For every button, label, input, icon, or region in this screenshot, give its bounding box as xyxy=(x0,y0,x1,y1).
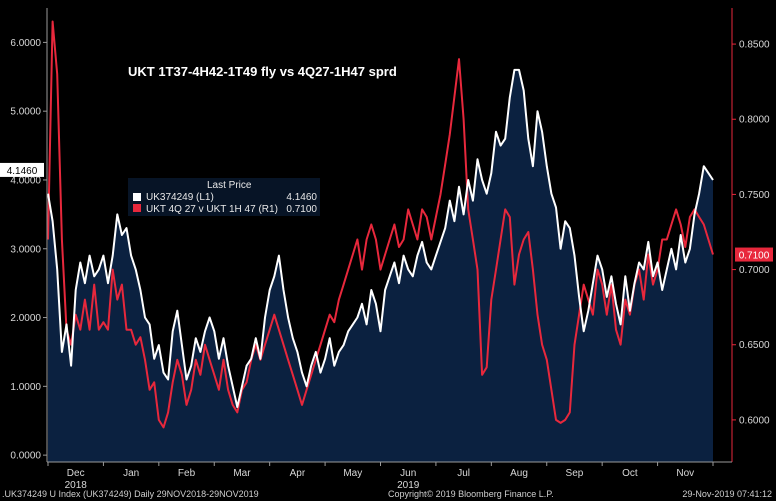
x-tick-label: Jun xyxy=(400,468,416,479)
red-series-line xyxy=(47,20,714,429)
legend-swatch-red xyxy=(133,204,141,212)
x-year-label: 2018 xyxy=(65,480,88,491)
left-tick-label: 6.0000 xyxy=(10,38,41,49)
x-tick-label: Feb xyxy=(178,468,196,479)
left-tick-label: 0.0000 xyxy=(10,451,41,462)
left-tick-label: 5.0000 xyxy=(10,107,41,118)
right-last-value-badge xyxy=(735,247,773,262)
x-tick-label: Aug xyxy=(510,468,528,479)
axes-layer: 0.0000 1.0000 2.0000 3.0000 4.0000 5.0000 6.00… xyxy=(0,8,773,491)
white-line-layer xyxy=(47,68,714,408)
x-tick-label: Sep xyxy=(566,468,584,479)
left-last-value-badge xyxy=(0,162,44,177)
legend-value-2: 0.7100 xyxy=(286,204,317,215)
left-tick-label: 1.0000 xyxy=(10,382,41,393)
x-tick-label: May xyxy=(343,468,362,479)
x-tick-label: Mar xyxy=(233,468,251,479)
legend-header: Last Price xyxy=(207,180,252,191)
x-tick-label: Jul xyxy=(457,468,470,479)
left-last-value-label: 4.1460 xyxy=(7,166,38,177)
legend-box xyxy=(128,178,320,216)
left-tick-label: 4.0000 xyxy=(10,175,41,186)
x-tick-label: Jan xyxy=(123,468,139,479)
left-tick-label: 2.0000 xyxy=(10,313,41,324)
x-tick-label: Nov xyxy=(676,468,694,479)
right-tick-label: 0.6500 xyxy=(739,340,770,351)
legend-value-1: 4.1460 xyxy=(286,192,317,203)
footer-right: 29-Nov-2019 07:41:12 xyxy=(682,489,772,499)
right-last-value-label: 0.7100 xyxy=(739,251,770,262)
footer-left: .UK374249 U Index (UK374249) Daily 29NOV… xyxy=(2,489,259,499)
left-tick-label: 3.0000 xyxy=(10,244,41,255)
x-tick-label: Dec xyxy=(67,468,85,479)
x-year-label: 2019 xyxy=(397,480,420,491)
legend-swatch-white xyxy=(133,193,141,201)
white-series-line xyxy=(47,68,714,408)
legend-entry-1: UK374249 (L1) xyxy=(146,192,214,203)
right-tick-label: 0.7500 xyxy=(739,190,770,201)
red-line-layer xyxy=(47,20,714,429)
footer-center: Copyright© 2019 Bloomberg Finance L.P. xyxy=(388,489,554,499)
right-tick-label: 0.7000 xyxy=(739,265,770,276)
right-tick-label: 0.6000 xyxy=(739,415,770,426)
right-tick-label: 0.8500 xyxy=(739,40,770,51)
x-tick-label: Oct xyxy=(622,468,638,479)
footer: .UK374249 U Index (UK374249) Daily 29NOV… xyxy=(2,489,772,499)
chart-title: UKT 1T37-4H42-1T49 fly vs 4Q27-1H47 sprd xyxy=(128,64,397,79)
right-tick-label: 0.8000 xyxy=(739,115,770,126)
legend-entry-2: UKT 4Q 27 v UKT 1H 47 (R1) xyxy=(146,204,278,215)
x-tick-label: Apr xyxy=(290,468,306,479)
legend: Last Price UK374249 (L1) 4.1460 UKT 4Q 2… xyxy=(128,178,320,216)
